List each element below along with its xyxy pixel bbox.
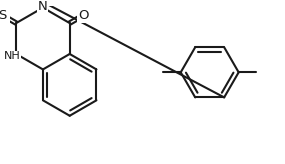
Text: NH: NH bbox=[4, 51, 20, 61]
Text: S: S bbox=[0, 9, 7, 22]
Text: N: N bbox=[38, 0, 48, 13]
Text: O: O bbox=[78, 9, 88, 22]
